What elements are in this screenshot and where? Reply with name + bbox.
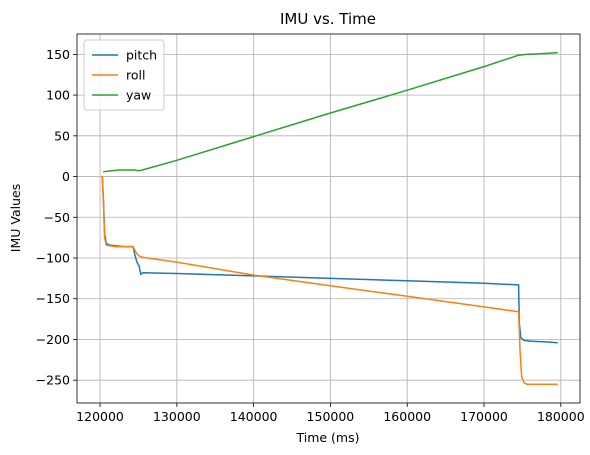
plot-frame	[76, 33, 581, 404]
y-tick-label: 100	[46, 88, 70, 103]
series-line-roll	[101, 175, 558, 386]
legend-label-roll: roll	[126, 68, 145, 83]
x-tick-label: 120000	[76, 409, 124, 424]
x-axis-label: Time (ms)	[295, 430, 359, 445]
legend-label-pitch: pitch	[126, 48, 157, 63]
x-tick-label: 150000	[307, 409, 355, 424]
legend: pitch roll yaw	[83, 39, 165, 111]
x-tick-label: 160000	[383, 409, 431, 424]
axis-ticks: 120000 130000 140000 150000 160000 170000 1800…	[36, 47, 585, 424]
y-tick-label: 0	[62, 169, 70, 184]
y-tick-label: 50	[54, 128, 70, 143]
y-axis-label: IMU Values	[8, 184, 23, 252]
x-tick-label: 130000	[153, 409, 201, 424]
y-tick-label: 150	[46, 47, 70, 62]
y-tick-label: −50	[44, 210, 70, 225]
series-lines	[101, 51, 558, 386]
legend-box	[83, 39, 165, 111]
chart-title: IMU vs. Time	[280, 10, 376, 28]
y-tick-label: −200	[36, 332, 70, 347]
y-tick-label: −100	[36, 251, 70, 266]
y-tick-label: −250	[36, 373, 70, 388]
grid	[77, 34, 580, 403]
x-tick-label: 140000	[230, 409, 278, 424]
y-tick-label: −150	[36, 291, 70, 306]
legend-label-yaw: yaw	[126, 88, 151, 103]
x-tick-label: 180000	[537, 409, 585, 424]
x-tick-label: 170000	[460, 409, 508, 424]
series-line-pitch	[101, 176, 558, 344]
series-line-yaw	[103, 51, 558, 173]
